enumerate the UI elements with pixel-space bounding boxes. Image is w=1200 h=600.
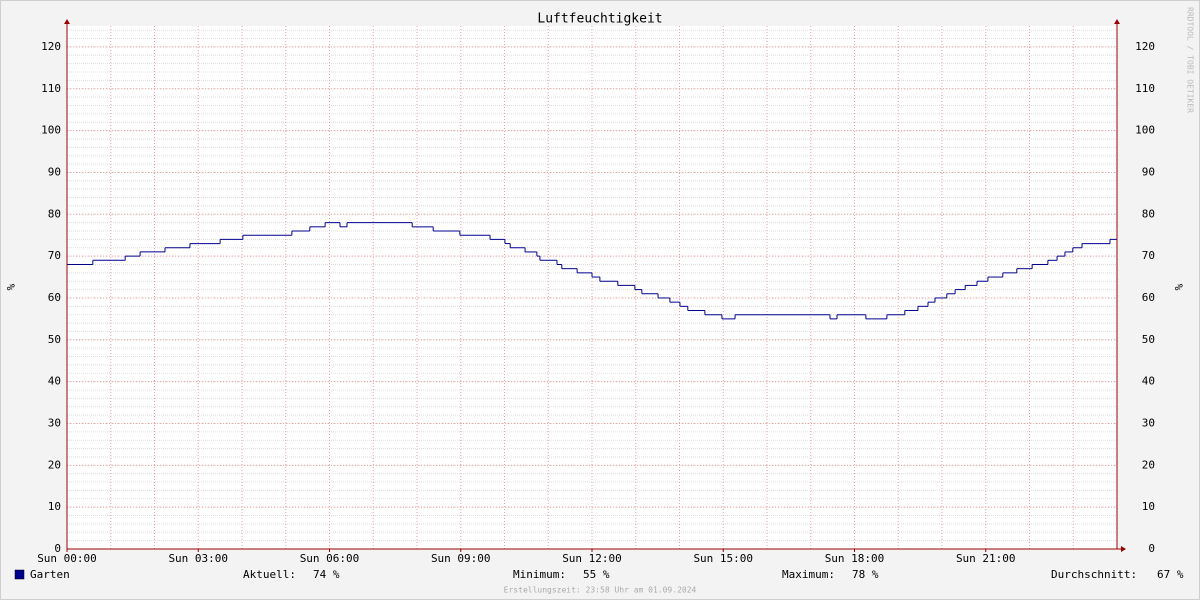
y-tick-label: 30: [48, 416, 61, 429]
y-tick-label: 40: [48, 375, 61, 388]
x-tick-label: Sun 00:00: [37, 552, 97, 565]
x-tick-label: Sun 12:00: [562, 552, 622, 565]
y-tick-label: 110: [41, 82, 61, 95]
chart-title: Luftfeuchtigkeit: [537, 12, 662, 27]
y-tick-label: 20: [48, 458, 61, 471]
y2-tick-label: 110: [1135, 82, 1155, 95]
stat-label: Durchschnitt:: [1051, 568, 1137, 581]
stat-value: 67 %: [1157, 568, 1184, 581]
stat-label: Minimum:: [513, 568, 566, 581]
y2-tick-label: 50: [1142, 333, 1155, 346]
y-tick-label: 80: [48, 207, 61, 220]
x-tick-label: Sun 18:00: [825, 552, 885, 565]
y-tick-label: 60: [48, 291, 61, 304]
x-tick-label: Sun 03:00: [168, 552, 228, 565]
axis-arrow: [1114, 19, 1120, 24]
y2-tick-label: 70: [1142, 249, 1155, 262]
footer: Erstellungszeit: 23:58 Uhr am 01.09.2024: [504, 586, 697, 595]
y2-tick-label: 100: [1135, 124, 1155, 137]
axis-arrow: [64, 19, 70, 24]
y-tick-label: 90: [48, 165, 61, 178]
y-tick-label: 100: [41, 124, 61, 137]
x-tick-label: Sun 21:00: [956, 552, 1016, 565]
y-label: %: [4, 284, 17, 291]
y2-tick-label: 10: [1142, 500, 1155, 513]
y2-tick-label: 60: [1142, 291, 1155, 304]
stat-value: 78 %: [852, 568, 879, 581]
y-tick-label: 70: [48, 249, 61, 262]
stat-label: Aktuell:: [243, 568, 296, 581]
y-tick-label: 50: [48, 333, 61, 346]
legend-label: Garten: [30, 568, 70, 581]
y2-tick-label: 0: [1148, 542, 1155, 555]
x-tick-label: Sun 06:00: [300, 552, 360, 565]
y-tick-label: 10: [48, 500, 61, 513]
y-tick-label: 120: [41, 40, 61, 53]
axis-arrow: [1121, 546, 1126, 552]
y2-tick-label: 90: [1142, 165, 1155, 178]
y2-tick-label: 80: [1142, 207, 1155, 220]
x-tick-label: Sun 09:00: [431, 552, 491, 565]
y2-tick-label: 30: [1142, 416, 1155, 429]
y2-tick-label: 40: [1142, 375, 1155, 388]
y2-tick-label: 120: [1135, 40, 1155, 53]
y2-tick-label: 20: [1142, 458, 1155, 471]
watermark: RRDTOOL / TOBI OETIKER: [1186, 7, 1195, 113]
y-tick-label: 0: [54, 542, 61, 555]
legend-swatch: [14, 569, 25, 580]
stat-value: 74 %: [313, 568, 340, 581]
stat-value: 55 %: [583, 568, 610, 581]
x-tick-label: Sun 15:00: [693, 552, 753, 565]
stat-label: Maximum:: [782, 568, 835, 581]
y2-label: %: [1172, 284, 1185, 291]
